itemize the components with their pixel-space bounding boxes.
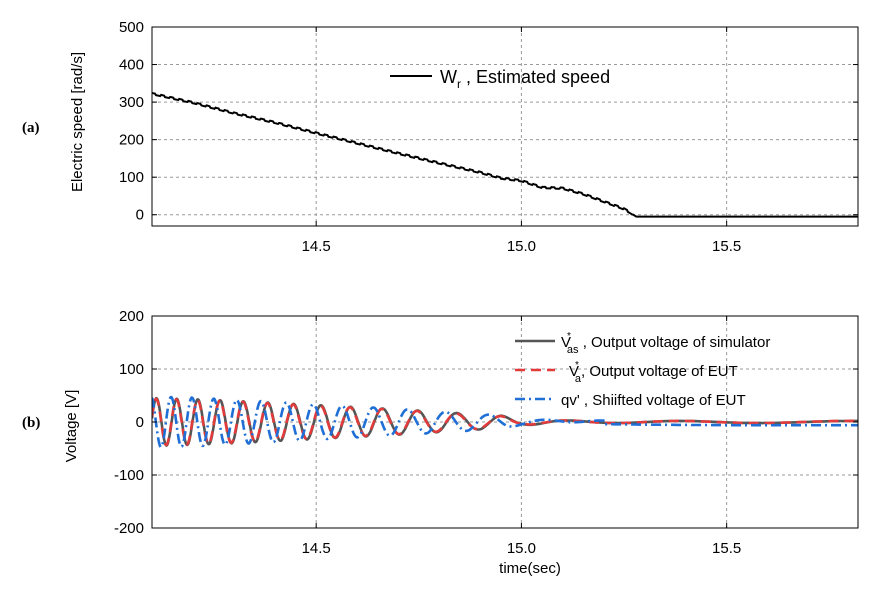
x-axis-label-b: time(sec) — [499, 560, 561, 577]
series-line-a-0 — [152, 91, 858, 218]
legend-label: V* a, Output voltage of EUT — [569, 360, 738, 385]
y-tick-label: 400 — [119, 57, 144, 74]
legend-a: Wr , Estimated speed — [390, 67, 610, 91]
y-tick-label: 200 — [119, 132, 144, 149]
y-tick-label: 100 — [119, 361, 144, 378]
x-tick-label: 15.5 — [712, 540, 741, 557]
y-tick-label: 500 — [119, 19, 144, 36]
y-axis-label-b: Voltage [V] — [63, 390, 80, 463]
y-axis-label-a: Electric speed [rad/s] — [69, 52, 86, 192]
y-tick-label: 0 — [136, 207, 144, 224]
y-tick-label: 300 — [119, 94, 144, 111]
x-tick-label: 15.0 — [507, 540, 536, 557]
panel-tag-a: (a) — [22, 120, 40, 136]
y-tick-label: 100 — [119, 169, 144, 186]
y-tick-label: -200 — [114, 520, 144, 537]
panel-b: 14.5 15.0 15.5 -200 -100 0 100 200 V* as , Output… — [114, 308, 859, 557]
panel-tag-b: (b) — [22, 415, 40, 431]
panel-a: 14.5 15.0 15.5 0 100 200 300 400 500 Wr , Estimat… — [119, 19, 859, 255]
legend-b: V* as , Output voltage of simulator V* a, O… — [515, 331, 770, 409]
series-group — [152, 91, 858, 218]
plot-frame-a — [151, 26, 859, 227]
y-tick-label: -100 — [114, 467, 144, 484]
y-tick-label: 200 — [119, 308, 144, 325]
series-line-b-2 — [152, 395, 858, 449]
legend-label: Wr , Estimated speed — [440, 67, 610, 91]
x-tick-label: 14.5 — [302, 540, 331, 557]
series-line-b-1 — [152, 397, 858, 447]
series-group — [152, 395, 858, 449]
legend-label: V* as , Output voltage of simulator — [561, 331, 770, 356]
y-tick-label: 0 — [136, 414, 144, 431]
legend-label: qv' , Shiifted voltage of EUT — [561, 392, 746, 409]
x-tick-label: 15.0 — [507, 238, 536, 255]
x-tick-label: 15.5 — [712, 238, 741, 255]
x-tick-label: 14.5 — [302, 238, 331, 255]
